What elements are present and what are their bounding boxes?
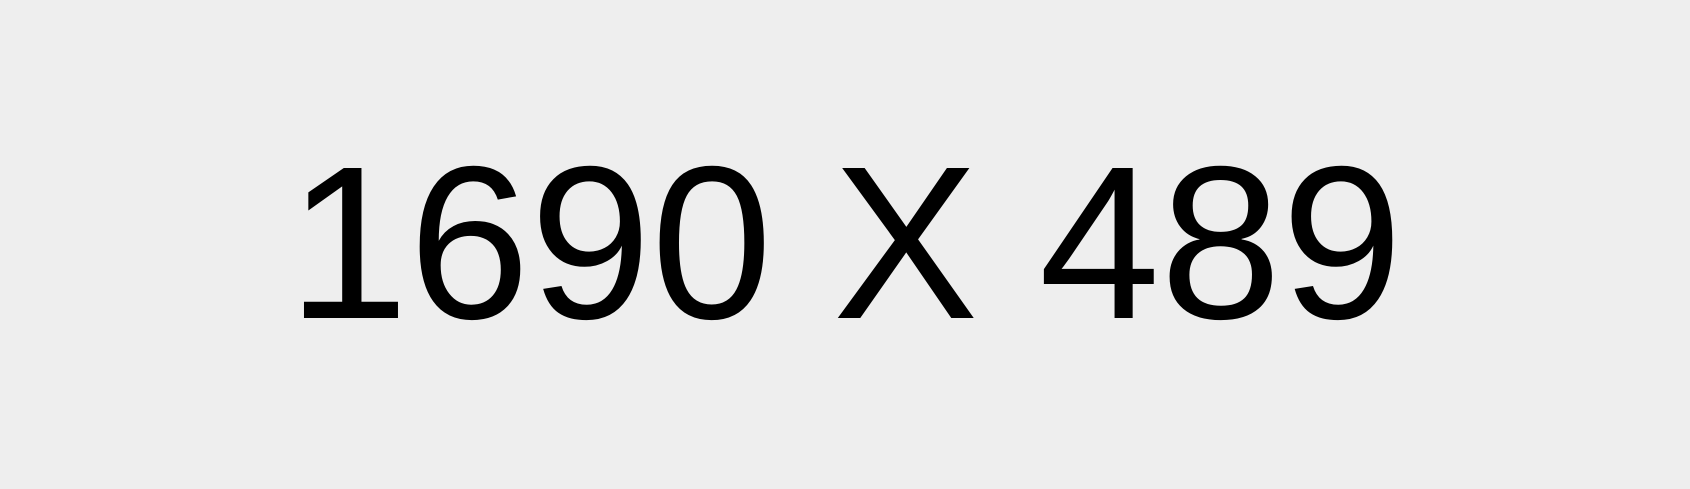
- dimension-label: 1690 X 489: [287, 122, 1403, 365]
